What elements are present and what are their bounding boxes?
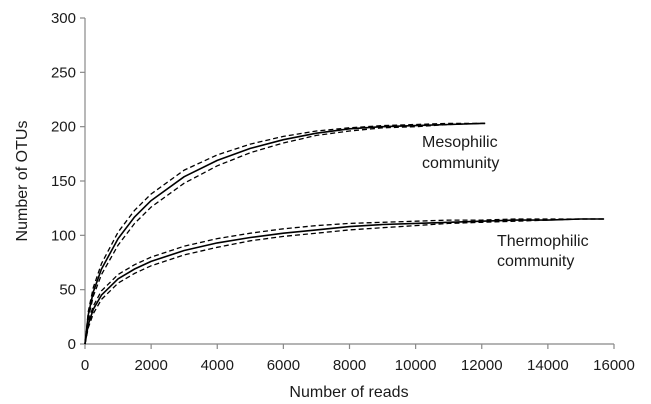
- y-tick-label: 50: [59, 282, 76, 299]
- confidence-line-2: [84, 122, 486, 345]
- confidence-line-4: [84, 218, 605, 345]
- x-tick-label: 6000: [267, 357, 300, 374]
- x-tick-label: 10000: [395, 357, 437, 374]
- x-axis-title: Number of reads: [289, 384, 408, 401]
- confidence-line-1: [84, 122, 486, 345]
- series-layer: [84, 122, 605, 345]
- annotation-mesophilic-line1: Mesophilic: [422, 134, 498, 151]
- x-axis: 0 2000 4000 6000 8000 10000 12000 14000 16000: [81, 343, 635, 374]
- y-tick-label: 0: [68, 336, 76, 353]
- x-tick-label: 8000: [333, 357, 366, 374]
- series-line-0: [84, 122, 486, 345]
- y-tick-label: 300: [51, 10, 76, 27]
- y-axis: 0 50 100 150 200 250 300: [51, 10, 86, 353]
- confidence-line-5: [84, 218, 605, 345]
- y-axis-title: Number of OTUs: [14, 121, 31, 242]
- y-tick-label: 200: [51, 119, 76, 136]
- y-tick-label: 150: [51, 173, 76, 190]
- x-tick-label: 4000: [201, 357, 234, 374]
- x-tick-label: 2000: [134, 357, 167, 374]
- annotation-mesophilic-line2: community: [422, 155, 499, 172]
- y-tick-label: 250: [51, 64, 76, 81]
- x-tick-label: 0: [81, 357, 89, 374]
- annotation-thermophilic-line2: community: [497, 253, 574, 270]
- x-tick-label: 16000: [593, 357, 635, 374]
- series-line-3: [84, 218, 605, 345]
- annotation-thermophilic-line1: Thermophilic: [497, 233, 589, 250]
- y-tick-label: 100: [51, 227, 76, 244]
- x-tick-label: 12000: [461, 357, 503, 374]
- x-tick-label: 14000: [527, 357, 569, 374]
